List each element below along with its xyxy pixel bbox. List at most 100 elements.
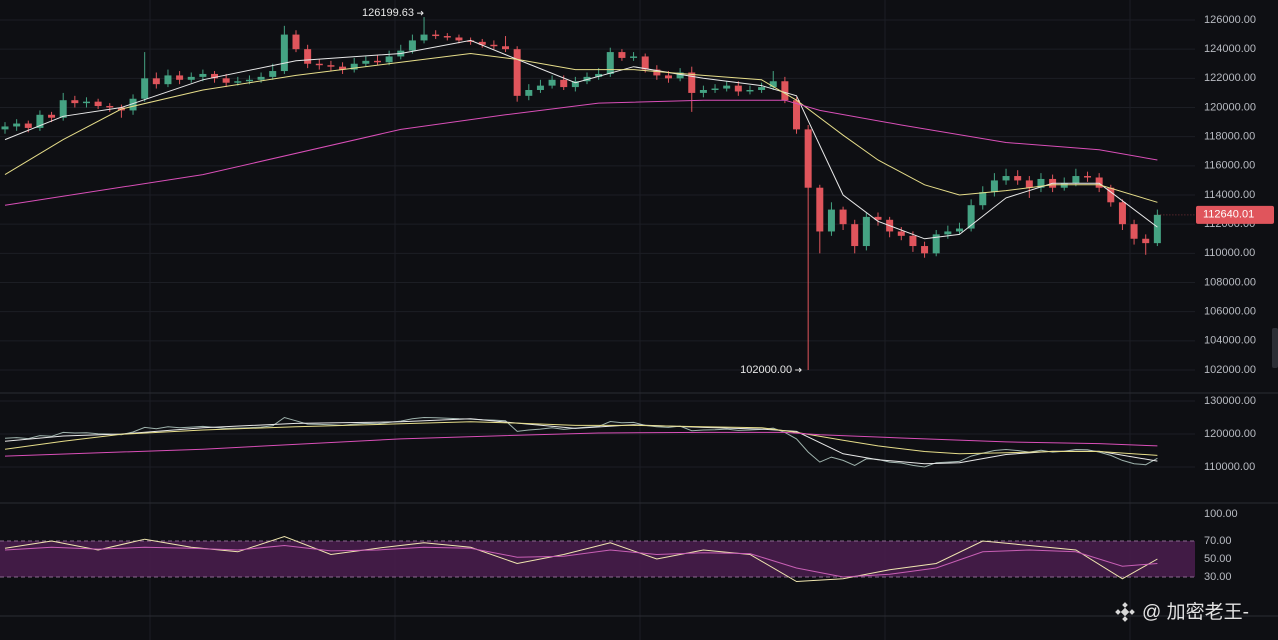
candle-body <box>1072 176 1080 184</box>
candle-body <box>536 85 544 90</box>
candle-body <box>48 114 56 118</box>
y-tick-label: 130000.00 <box>1204 395 1256 407</box>
moving-average <box>4 39 1158 240</box>
candle-body <box>234 81 242 83</box>
y-tick-label: 124000.00 <box>1204 43 1256 55</box>
low-annotation: 102000.00 <box>740 364 792 376</box>
y-tick-label: 118000.00 <box>1204 131 1255 143</box>
candle-body <box>827 209 835 232</box>
candle-body <box>653 69 661 76</box>
candle-body <box>443 36 451 38</box>
y-tick-label: 104000.00 <box>1204 335 1256 347</box>
candle-body <box>571 81 579 88</box>
candle-body <box>711 88 719 90</box>
candle-body <box>408 40 416 51</box>
candle-body <box>874 216 882 220</box>
y-tick-label: 102000.00 <box>1204 364 1256 376</box>
candle-body <box>467 40 475 42</box>
scroll-handle[interactable] <box>1272 328 1278 368</box>
candle-body <box>141 78 149 99</box>
price-tag-label: 112640.01 <box>1203 209 1254 221</box>
candle-body <box>862 216 870 247</box>
candle-body <box>304 49 312 64</box>
pane-dividers <box>0 392 1278 617</box>
candle-body <box>932 234 940 254</box>
candle-body <box>350 63 358 70</box>
candle-body <box>1130 224 1138 239</box>
y-tick-label: 122000.00 <box>1204 72 1256 84</box>
candle-body <box>82 101 90 104</box>
candle-body <box>955 228 963 232</box>
y-tick-label: 100.00 <box>1204 508 1238 520</box>
candle-body <box>525 90 533 96</box>
candle-body <box>1025 180 1033 188</box>
candle-body <box>478 41 486 45</box>
candle-body <box>187 76 195 80</box>
candle-body <box>560 79 568 88</box>
candle-body <box>595 73 603 77</box>
candle-body <box>106 106 114 108</box>
candle-body <box>1 126 9 130</box>
y-tick-label: 114000.00 <box>1204 189 1255 201</box>
candle-body <box>36 114 44 128</box>
candle-body <box>769 81 777 88</box>
candle-body <box>758 87 766 90</box>
candle-body <box>1118 202 1126 225</box>
candle-body <box>432 34 440 37</box>
candle-body <box>94 101 102 107</box>
candle-body <box>152 78 160 85</box>
y-tick-label: 116000.00 <box>1204 160 1255 172</box>
candle-body <box>1107 187 1115 203</box>
candle-body <box>269 71 277 77</box>
candle-body <box>385 56 393 63</box>
candle-body <box>222 78 230 83</box>
candle-body <box>688 72 696 93</box>
candle-body <box>1002 176 1010 181</box>
annotation-arrow <box>417 10 424 16</box>
candle-body <box>734 85 742 92</box>
candle-body <box>1014 176 1022 181</box>
candle-body <box>327 65 335 67</box>
candle-body <box>606 52 614 74</box>
candle-body <box>164 75 172 85</box>
rsi-line <box>4 544 1158 578</box>
candle-body <box>1153 214 1161 244</box>
candle-body <box>793 100 801 130</box>
candle-body <box>944 231 952 235</box>
candle-body <box>199 73 207 77</box>
overview-moving-average <box>4 431 1158 457</box>
watermark-text: @ 加密老王- <box>1142 601 1249 623</box>
candle-body <box>339 66 347 70</box>
moving-average <box>4 52 1158 203</box>
y-tick-label: 126000.00 <box>1204 14 1256 26</box>
candle-body <box>990 180 998 193</box>
candle-body <box>816 187 824 232</box>
candle-body <box>746 90 754 92</box>
candle-body <box>839 209 847 225</box>
candle-body <box>676 72 684 79</box>
overview-moving-average <box>4 421 1158 456</box>
candle-body <box>176 75 184 80</box>
candle-body <box>292 34 300 50</box>
y-tick-label: 50.00 <box>1204 553 1232 565</box>
candle-body <box>71 100 79 104</box>
candle-body <box>1084 176 1092 178</box>
candle-body <box>641 56 649 70</box>
candle-body <box>909 235 917 247</box>
candle-body <box>1060 183 1068 188</box>
candle-body <box>618 52 626 58</box>
candle-body <box>548 79 556 86</box>
y-tick-label: 30.00 <box>1204 571 1232 583</box>
logo-part <box>1122 616 1128 622</box>
candle-body <box>723 85 731 89</box>
y-tick-label: 106000.00 <box>1204 306 1256 318</box>
moving-average <box>4 99 1158 206</box>
candle-body <box>59 100 67 118</box>
candle-body <box>1037 178 1045 188</box>
candle-body <box>24 123 32 128</box>
candle-body <box>373 60 381 63</box>
y-tick-label: 110000.00 <box>1204 461 1255 473</box>
candle-body <box>967 205 975 229</box>
candle-body <box>211 73 219 79</box>
